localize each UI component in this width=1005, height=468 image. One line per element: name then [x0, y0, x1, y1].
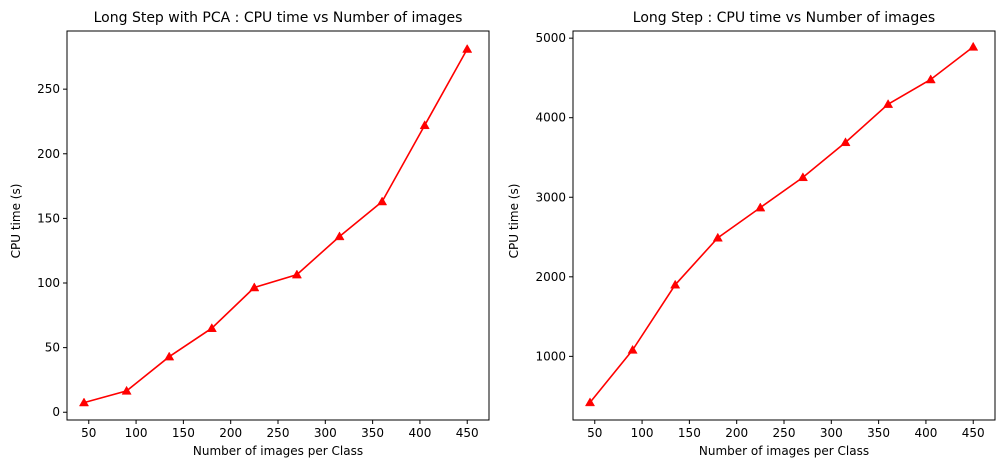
y-tick-label: 3000	[535, 190, 566, 204]
x-tick-label: 400	[914, 426, 937, 440]
x-tick-label: 150	[172, 426, 195, 440]
data-point-triangle	[462, 43, 473, 53]
chart-right-cpu-time: Long Step : CPU time vs Number of images…	[507, 10, 996, 458]
data-point-triangle	[797, 172, 808, 182]
y-axis-label: CPU time (s)	[507, 184, 521, 259]
y-tick-label: 250	[37, 82, 60, 96]
x-tick-label: 450	[456, 426, 479, 440]
x-tick-label: 200	[725, 426, 748, 440]
chart-title: Long Step : CPU time vs Number of images	[633, 10, 935, 26]
x-axis-label: Number of images per Class	[699, 444, 869, 458]
plot-frame	[572, 30, 996, 421]
x-tick-label: 100	[125, 426, 148, 440]
plot-frame	[66, 30, 490, 421]
data-point-triangle	[377, 196, 388, 206]
chart-left-cpu-time-with-pca: Long Step with PCA : CPU time vs Number …	[9, 10, 490, 458]
x-tick-label: 300	[314, 426, 337, 440]
data-point-triangle	[249, 282, 260, 292]
data-point-triangle	[78, 397, 90, 407]
y-tick-label: 4000	[535, 111, 566, 125]
data-point-triangle	[968, 41, 979, 51]
data-point-triangle	[291, 269, 302, 279]
data-point-triangle	[334, 231, 345, 241]
x-tick-label: 250	[773, 426, 796, 440]
y-tick-label: 50	[45, 341, 60, 355]
tick-layer: 50 100 150 200 250 300 350 400 450 1000 2000 3000 40…	[535, 31, 984, 440]
data-point-triangle	[755, 202, 766, 212]
y-tick-label: 100	[37, 276, 60, 290]
series-layer	[78, 43, 473, 407]
data-point-triangle	[206, 323, 217, 332]
x-tick-label: 50	[81, 426, 96, 440]
series-line	[589, 46, 974, 404]
series-layer	[584, 41, 979, 407]
data-point-triangle	[712, 232, 723, 242]
x-tick-label: 300	[820, 426, 843, 440]
y-tick-label: 200	[37, 147, 60, 161]
y-tick-label: 5000	[535, 31, 566, 45]
data-point-triangle	[164, 351, 175, 361]
x-tick-label: 200	[219, 426, 242, 440]
data-point-triangle	[840, 137, 851, 147]
x-axis-label: Number of images per Class	[193, 444, 363, 458]
x-tick-label: 150	[678, 426, 701, 440]
tick-layer: 50 100 150 200 250 300 350 400 450 0 50 100 150 200 25…	[37, 82, 479, 440]
y-tick-label: 2000	[535, 270, 566, 284]
y-tick-label: 0	[52, 405, 60, 419]
data-point-triangle	[584, 397, 596, 407]
x-tick-label: 400	[408, 426, 431, 440]
x-tick-label: 350	[867, 426, 890, 440]
y-tick-label: 150	[37, 211, 60, 225]
x-tick-label: 250	[267, 426, 290, 440]
data-point-triangle	[419, 120, 430, 130]
data-point-triangle	[627, 344, 638, 354]
data-point-triangle	[670, 279, 681, 289]
data-point-triangle	[883, 99, 894, 108]
chart-title: Long Step with PCA : CPU time vs Number …	[94, 10, 463, 26]
y-tick-label: 1000	[535, 349, 566, 363]
data-point-triangle	[925, 74, 936, 84]
x-tick-label: 450	[962, 426, 985, 440]
series-line	[83, 48, 468, 404]
x-tick-label: 100	[631, 426, 654, 440]
x-tick-label: 50	[587, 426, 602, 440]
data-point-triangle	[121, 385, 132, 395]
y-axis-label: CPU time (s)	[9, 184, 23, 259]
x-tick-label: 350	[361, 426, 384, 440]
